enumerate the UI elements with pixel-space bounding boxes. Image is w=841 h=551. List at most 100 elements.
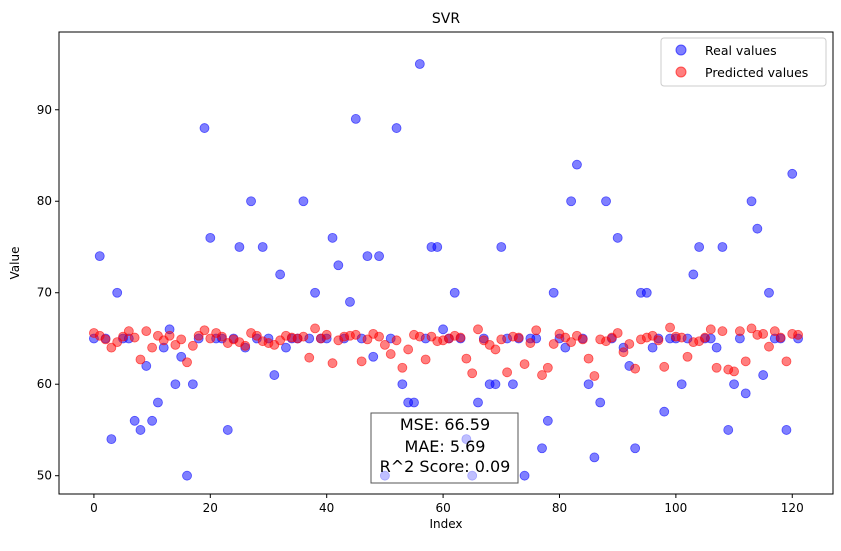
predicted-value-point	[630, 363, 641, 374]
y-axis: 50 60 70 80 90	[37, 103, 59, 483]
real-value-point	[182, 470, 192, 481]
predicted-value-point	[612, 328, 623, 338]
predicted-value-point	[577, 334, 588, 345]
real-value-point	[170, 379, 181, 390]
real-value-point	[641, 287, 652, 298]
metrics-box	[370, 412, 519, 484]
real-value-point	[409, 397, 419, 408]
real-value-point	[414, 59, 425, 69]
x-tick-label: 100	[664, 501, 687, 515]
real-value-point	[473, 397, 483, 408]
predicted-value-point	[321, 329, 332, 340]
real-value-point	[449, 287, 460, 298]
real-value-point	[688, 269, 699, 280]
real-value-point	[246, 196, 256, 207]
real-value-point	[572, 159, 582, 170]
real-value-point	[141, 361, 152, 371]
predicted-value-point	[717, 326, 728, 337]
predicted-value-point	[455, 332, 466, 343]
real-value-point	[438, 324, 448, 335]
predicted-value-point	[624, 339, 635, 349]
predicted-value-point	[781, 356, 792, 367]
real-value-point	[723, 425, 734, 435]
predicted-value-point	[711, 362, 722, 373]
predicted-value-point	[327, 358, 338, 369]
predicted-value-point	[298, 331, 309, 342]
predicted-value-point	[304, 352, 315, 363]
predicted-value-point	[414, 331, 425, 342]
real-value-point	[764, 287, 774, 298]
predicted-value-point	[793, 329, 803, 340]
predicted-value-point	[769, 326, 780, 337]
predicted-value-point	[490, 344, 501, 355]
real-value-point	[374, 251, 384, 262]
y-axis-label: Value	[8, 247, 22, 280]
real-value-point	[630, 443, 641, 454]
real-value-point	[298, 196, 309, 207]
predicted-value-point	[519, 359, 530, 369]
predicted-value-point	[764, 341, 774, 352]
real-value-point	[275, 269, 286, 280]
legend-label-real: Real values	[705, 43, 777, 58]
real-value-point	[752, 223, 763, 234]
r2-score-label: R^2 Score: 0.09	[380, 457, 511, 476]
predicted-value-point	[356, 356, 367, 367]
x-tick-label: 20	[203, 501, 218, 515]
predicted-value-point	[461, 353, 472, 364]
predicted-value-point	[467, 368, 478, 379]
metrics-annotation: MSE: 66.59 MAE: 5.69 R^2 Score: 0.09	[370, 412, 519, 484]
real-value-point	[676, 379, 687, 390]
real-value-point	[746, 196, 757, 207]
real-value-point	[566, 196, 577, 207]
predicted-value-point	[589, 371, 600, 381]
real-value-point	[153, 397, 163, 408]
real-value-point	[729, 379, 739, 390]
predicted-value-point	[566, 337, 577, 348]
predicted-value-point	[310, 323, 320, 334]
predicted-value-point	[525, 338, 536, 348]
real-value-point	[781, 425, 792, 435]
x-tick-label: 0	[90, 501, 98, 515]
predicted-value-point	[199, 325, 210, 336]
legend-box	[660, 37, 827, 87]
real-value-point	[281, 342, 291, 353]
series-predicted-values	[89, 322, 803, 381]
predicted-value-point	[665, 322, 675, 333]
real-value-point	[205, 232, 216, 243]
plot-area	[58, 31, 834, 495]
real-value-point	[350, 114, 361, 124]
predicted-value-point	[542, 362, 553, 373]
predicted-value-point	[403, 344, 414, 355]
x-tick-label: 120	[781, 501, 804, 515]
real-value-point	[135, 425, 146, 435]
real-value-point	[112, 287, 123, 298]
predicted-value-point	[496, 334, 507, 345]
predicted-value-point	[135, 354, 146, 365]
predicted-value-point	[217, 331, 227, 342]
predicted-value-point	[391, 335, 402, 346]
predicted-value-point	[502, 367, 513, 378]
x-axis-label: Index	[429, 517, 462, 531]
real-value-point	[595, 397, 606, 408]
real-value-point	[432, 242, 443, 252]
real-value-point	[601, 196, 611, 207]
real-value-point	[589, 452, 600, 463]
predicted-value-point	[123, 326, 134, 337]
real-value-point	[508, 379, 518, 390]
mae-label: MAE: 5.69	[405, 437, 486, 456]
real-value-point	[758, 370, 769, 380]
predicted-value-point	[141, 326, 152, 337]
y-tick-label: 90	[37, 103, 52, 117]
real-value-point	[659, 406, 670, 417]
predicted-value-point	[420, 354, 431, 365]
real-value-point	[740, 388, 751, 399]
predicted-value-point	[775, 332, 786, 343]
predicted-value-point	[379, 339, 390, 350]
predicted-value-point	[176, 334, 187, 345]
predicted-value-point	[129, 332, 140, 343]
x-tick-label: 40	[319, 501, 334, 515]
predicted-value-point	[240, 340, 251, 351]
real-value-point	[362, 251, 373, 262]
predicted-value-point	[537, 370, 547, 380]
